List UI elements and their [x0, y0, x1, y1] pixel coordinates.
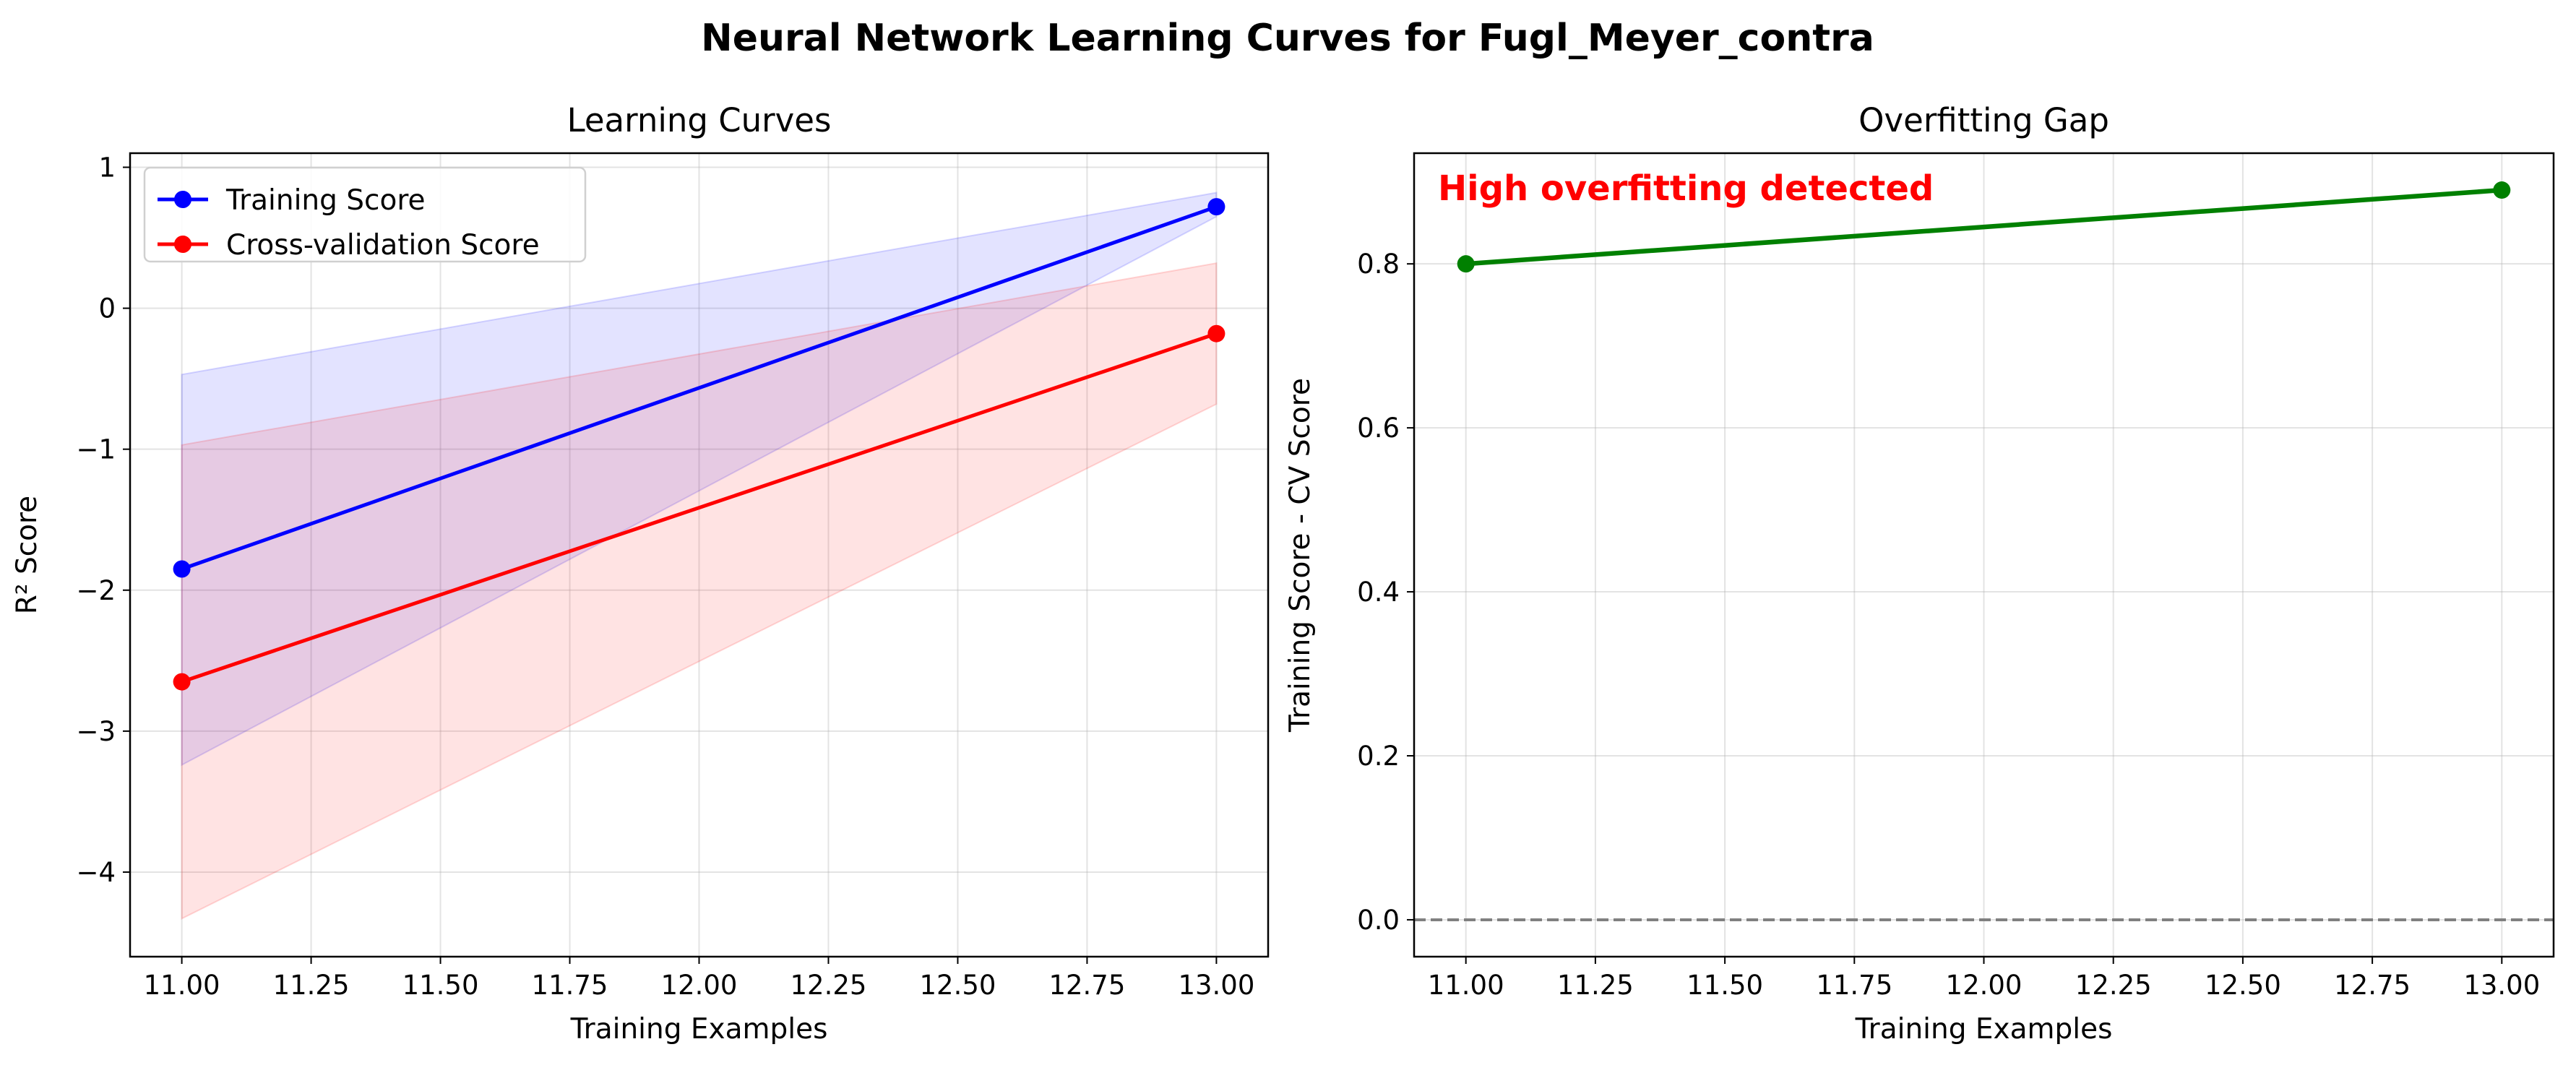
x-tick-label: 12.75 — [1048, 970, 1125, 1001]
y-tick-label: 0.6 — [1357, 413, 1400, 444]
y-tick-label: 0.0 — [1357, 905, 1400, 936]
legend-label: Cross-validation Score — [226, 229, 540, 262]
learning-curves-panel: 11.00 11.25 11.50 11.75 12.00 12.25 12.50 12.75… — [11, 101, 1270, 1046]
y-tick-label: 0.8 — [1357, 249, 1400, 280]
y-axis-label: Training Score - CV Score — [1284, 378, 1317, 733]
x-tick-label: 12.00 — [1946, 970, 2023, 1001]
x-tick-label: 11.25 — [273, 970, 350, 1001]
grid-lines — [130, 153, 1268, 957]
y-tick-label: −4 — [76, 857, 116, 888]
y-axis-label: R² Score — [11, 496, 43, 614]
grid-lines — [1414, 153, 2554, 957]
y-tick-label: −1 — [76, 434, 116, 465]
x-tick-label: 12.25 — [791, 970, 867, 1001]
x-tick-label: 11.75 — [1816, 970, 1892, 1001]
panel-title: Overfitting Gap — [1858, 101, 2109, 139]
training-score-band — [181, 191, 1218, 767]
legend-box — [143, 166, 587, 263]
x-tick-label: 11.50 — [402, 970, 479, 1001]
x-tick-label: 11.00 — [144, 970, 220, 1001]
overfitting-gap-point — [2493, 181, 2511, 199]
legend-marker — [174, 236, 191, 253]
panel-title: Learning Curves — [567, 101, 832, 139]
overfitting-annotation: High overfitting detected — [1438, 168, 1934, 209]
x-tick-label: 12.50 — [919, 970, 996, 1001]
x-tick-label: 13.00 — [2463, 970, 2540, 1001]
x-tick-label: 11.50 — [1687, 970, 1763, 1001]
y-tick-label: 0.2 — [1357, 741, 1400, 772]
legend-marker — [174, 191, 191, 208]
legend: Training Score Cross-validation Score — [143, 166, 587, 263]
x-tick-label: 11.75 — [532, 970, 608, 1001]
y-tick-label: 0 — [98, 293, 116, 324]
cross-validation-score-point — [173, 673, 191, 691]
x-axis-label: Training Examples — [1855, 1013, 2113, 1046]
cross-validation-score-line — [181, 332, 1218, 684]
overfitting-gap-panel: 11.00 11.25 11.50 11.75 12.00 12.25 12.50 12.75… — [1284, 101, 2555, 1046]
y-tick-label: 1 — [98, 152, 116, 184]
training-score-point — [173, 560, 191, 578]
x-tick-label: 12.50 — [2205, 970, 2281, 1001]
cross-validation-score-band — [181, 262, 1218, 920]
x-axis-label: Training Examples — [570, 1013, 828, 1046]
overfitting-gap-line — [1465, 187, 2502, 267]
x-tick-label: 11.25 — [1557, 970, 1634, 1001]
x-tick-label: 13.00 — [1178, 970, 1254, 1001]
training-score-point — [1207, 198, 1225, 216]
x-tick-label: 12.00 — [661, 970, 738, 1001]
y-tick-label: 0.4 — [1357, 577, 1400, 608]
cross-validation-score-point — [1207, 324, 1225, 342]
x-tick-label: 11.00 — [1428, 970, 1504, 1001]
training-score-line — [181, 204, 1218, 571]
legend-label: Training Score — [225, 184, 426, 217]
y-tick-label: −2 — [76, 575, 116, 606]
x-tick-label: 12.75 — [2334, 970, 2411, 1001]
overfitting-gap-point — [1457, 255, 1475, 273]
x-tick-label: 12.25 — [2075, 970, 2152, 1001]
y-tick-label: −3 — [76, 716, 116, 747]
figure-title: Neural Network Learning Curves for Fugl_… — [701, 17, 1874, 60]
